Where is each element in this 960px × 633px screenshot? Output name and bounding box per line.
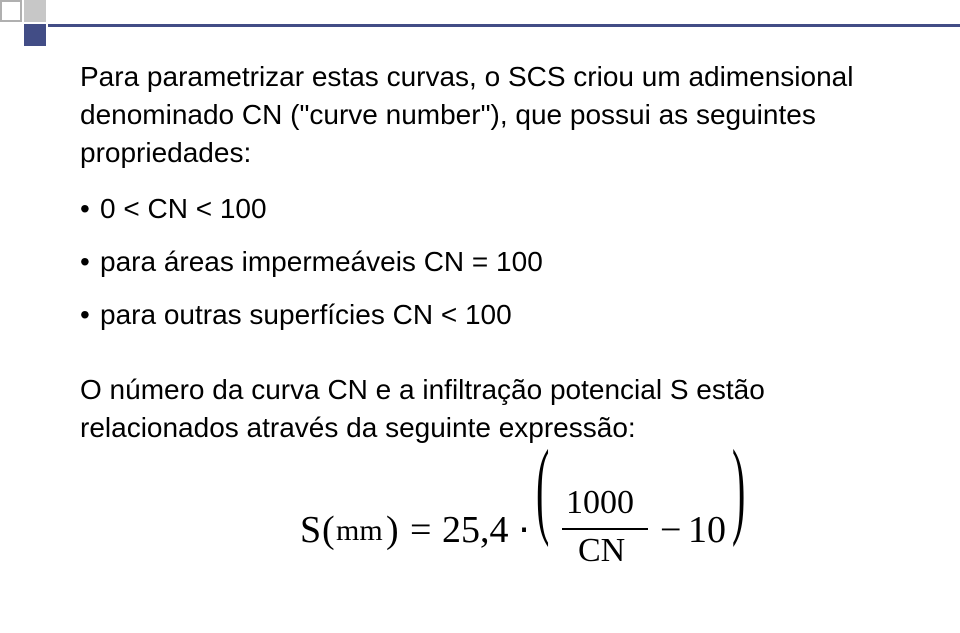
- formula-S: S: [300, 508, 321, 552]
- slide-content: Para parametrizar estas curvas, o SCS cr…: [80, 58, 880, 447]
- decor-square: [24, 0, 46, 22]
- formula-frac-line: [562, 528, 648, 530]
- formula-minus: −: [660, 508, 681, 552]
- formula-dot: ⋅: [518, 508, 530, 553]
- bullet-3: para outras superfícies CN < 100: [80, 295, 880, 336]
- decor-line: [48, 24, 960, 27]
- formula-ten: 10: [688, 508, 726, 552]
- decor-square: [0, 0, 22, 22]
- formula-close-paren: ): [386, 508, 399, 552]
- formula: S ( mm ) = 25,4 ⋅ ( 1000 CN − 10 ): [300, 470, 770, 590]
- statement-paragraph: O número da curva CN e a infiltração pot…: [80, 371, 880, 447]
- formula-equals: =: [410, 508, 431, 552]
- bullet-list: 0 < CN < 100 para áreas impermeáveis CN …: [80, 189, 880, 335]
- formula-frac-num: 1000: [566, 484, 634, 522]
- bullet-1: 0 < CN < 100: [80, 189, 880, 230]
- formula-coeff: 25,4: [442, 508, 509, 552]
- formula-big-open: (: [536, 424, 549, 551]
- formula-open-paren: (: [322, 508, 335, 552]
- decor-square: [24, 24, 46, 46]
- formula-frac-den: CN: [578, 532, 625, 570]
- intro-paragraph: Para parametrizar estas curvas, o SCS cr…: [80, 58, 880, 171]
- header-decoration: [0, 0, 960, 50]
- formula-big-close: ): [732, 424, 745, 551]
- bullet-2: para áreas impermeáveis CN = 100: [80, 242, 880, 283]
- formula-mm: mm: [336, 514, 383, 548]
